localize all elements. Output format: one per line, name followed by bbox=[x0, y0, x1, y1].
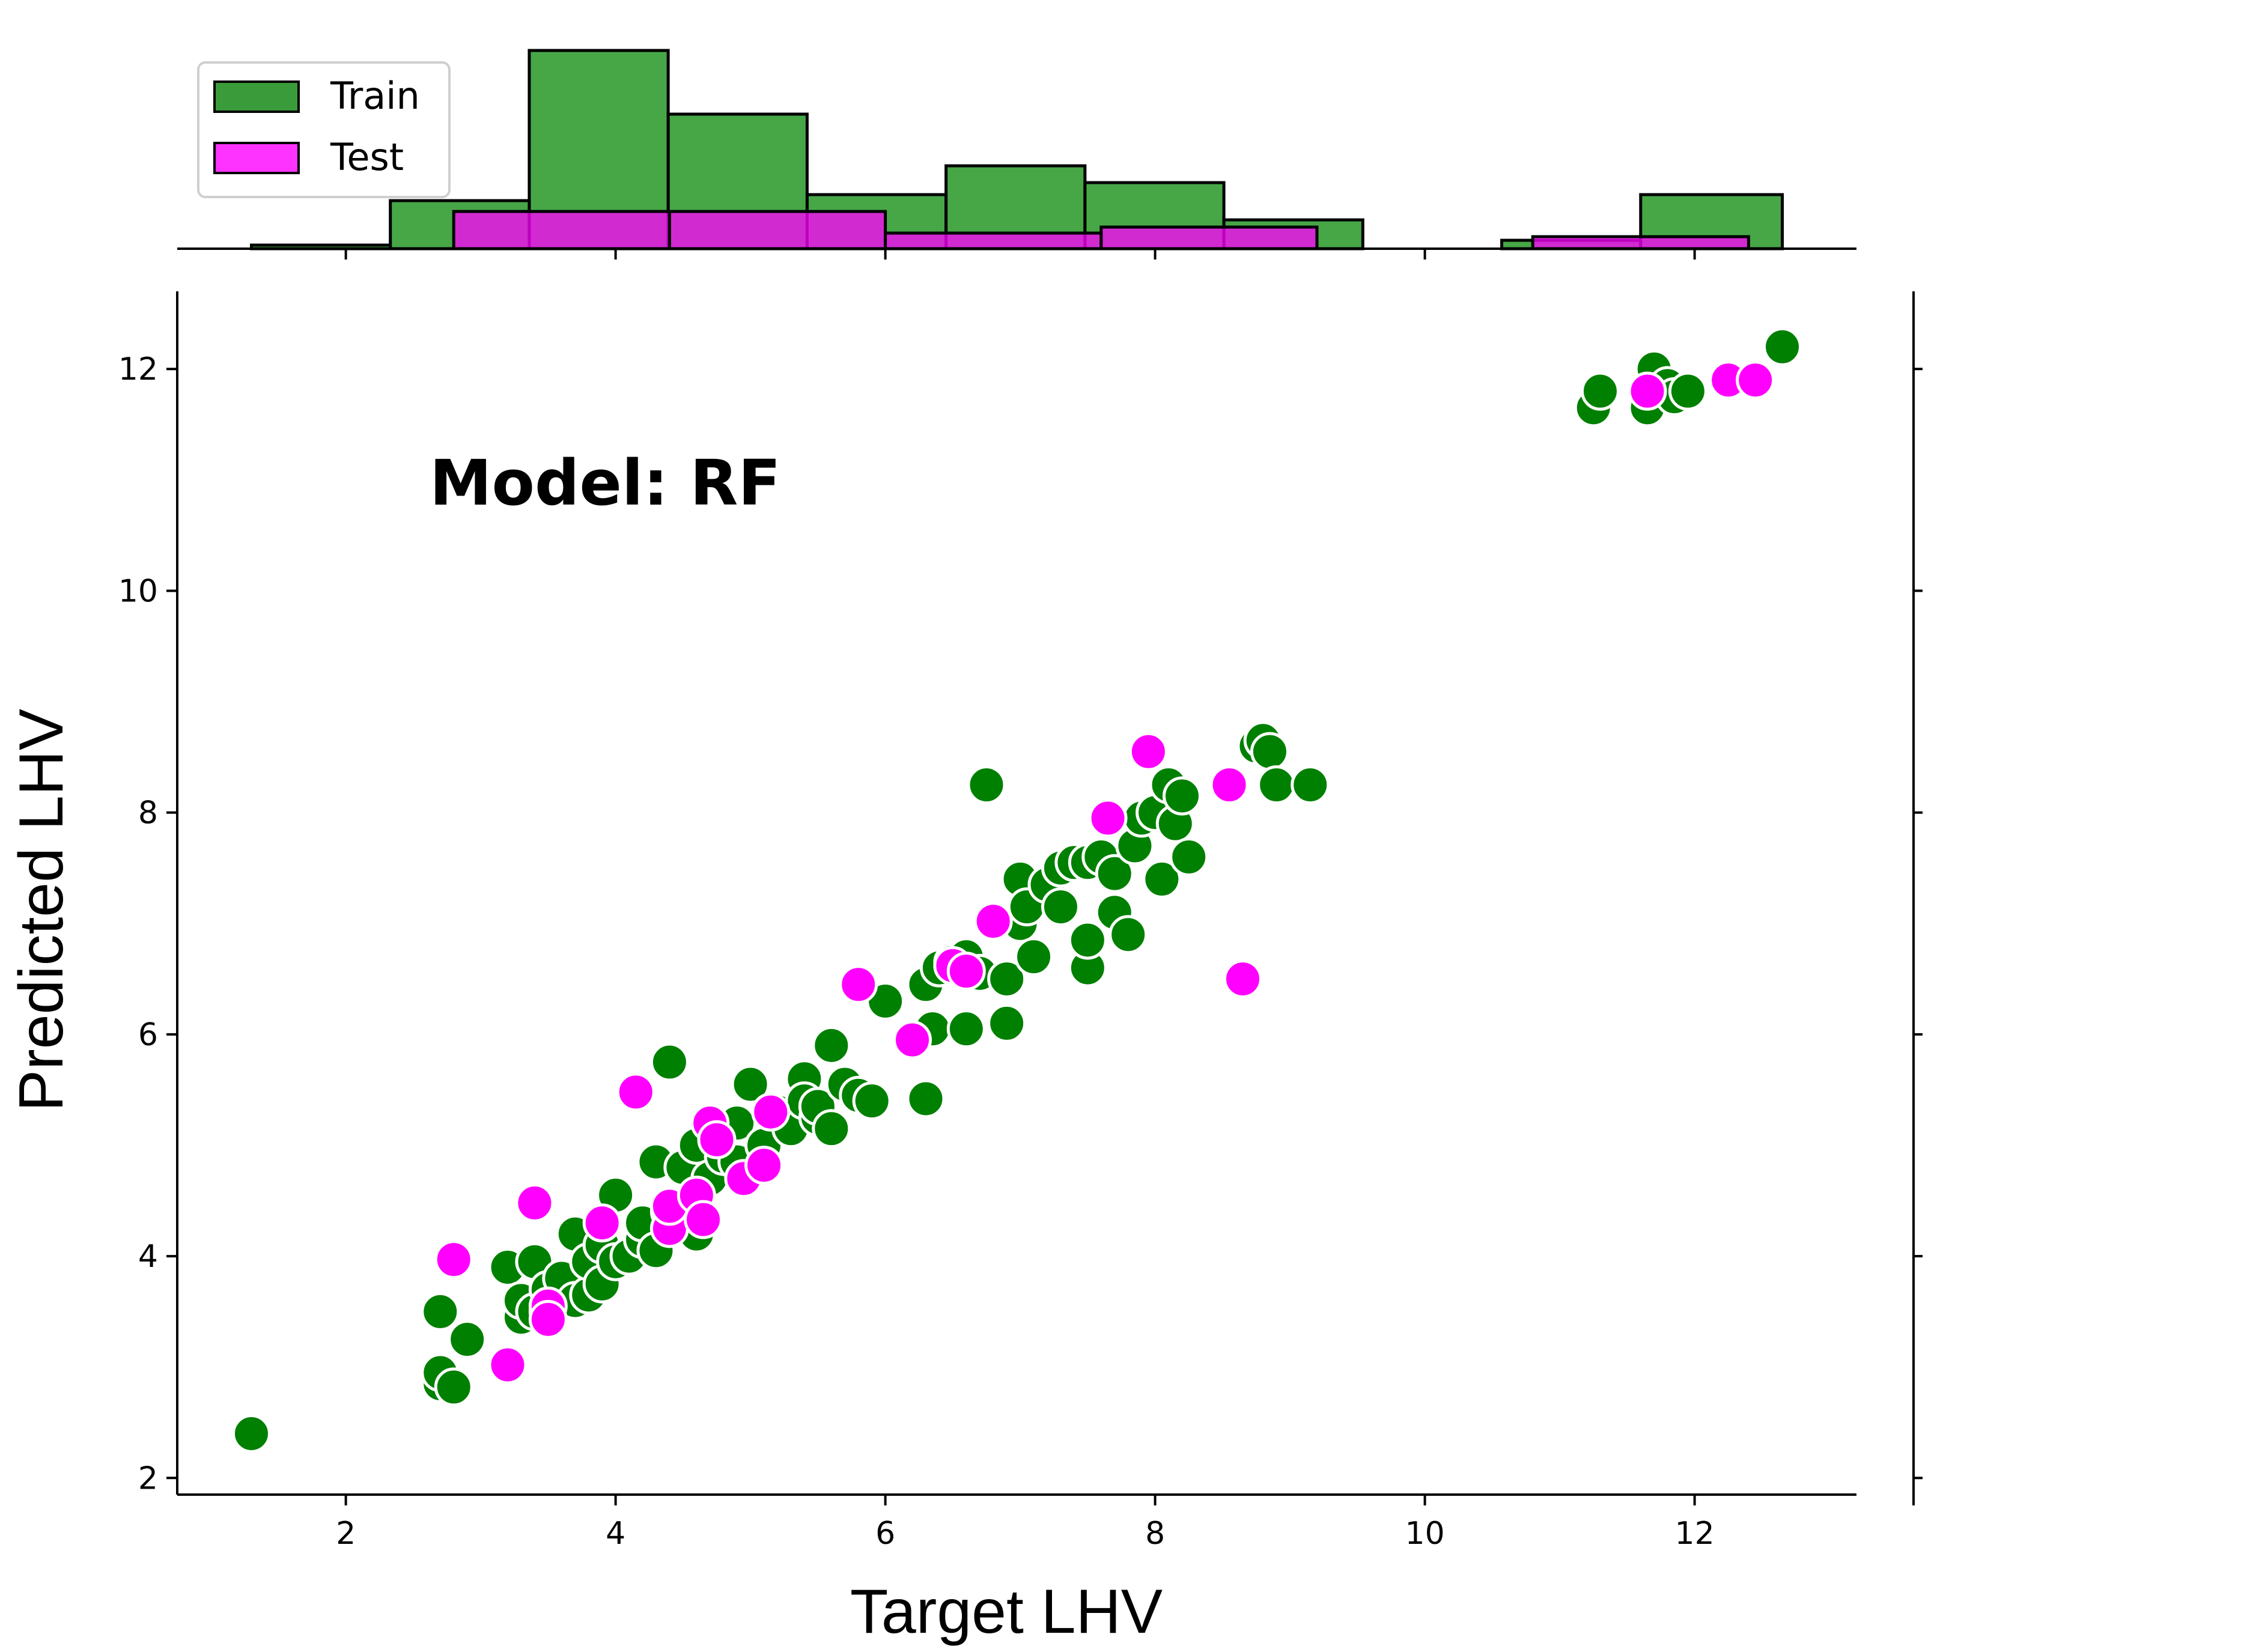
scatter-points bbox=[231, 327, 1802, 1453]
histogram-x-ticks bbox=[344, 249, 1696, 260]
data-point-train bbox=[231, 1414, 271, 1453]
y-tick-label: 8 bbox=[138, 795, 158, 831]
data-point-train bbox=[448, 1320, 487, 1359]
data-point-train bbox=[1169, 837, 1209, 877]
data-point-test bbox=[839, 965, 878, 1004]
data-point-train bbox=[1142, 859, 1182, 899]
x-tick-label: 12 bbox=[1675, 1516, 1715, 1552]
data-point-test bbox=[697, 1120, 737, 1159]
data-point-train bbox=[649, 1042, 689, 1082]
data-point-train bbox=[812, 1109, 851, 1149]
y-tick-label: 2 bbox=[138, 1460, 158, 1496]
data-point-test bbox=[1628, 371, 1667, 411]
data-point-train bbox=[731, 1064, 770, 1104]
legend-swatch-test bbox=[213, 142, 300, 174]
data-point-train bbox=[1108, 915, 1148, 955]
data-point-train bbox=[1014, 937, 1054, 977]
y-axis-ticks: 2 4 6 8 10 12 bbox=[118, 351, 1923, 1505]
data-point-test bbox=[893, 1020, 932, 1060]
histogram-bar-test bbox=[884, 231, 1103, 251]
histogram-bar-test bbox=[667, 210, 887, 251]
data-point-train bbox=[1095, 854, 1134, 893]
data-point-train bbox=[852, 1081, 892, 1121]
y-tick-label: 4 bbox=[138, 1239, 158, 1275]
data-point-test bbox=[582, 1203, 622, 1243]
data-point-train bbox=[434, 1367, 473, 1407]
y-tick-label: 12 bbox=[118, 351, 158, 387]
data-point-train bbox=[1041, 887, 1080, 927]
data-point-train bbox=[1163, 776, 1202, 816]
data-point-test bbox=[973, 902, 1013, 941]
legend-label-test: Test bbox=[330, 135, 404, 179]
x-tick-label: 2 bbox=[336, 1516, 356, 1552]
data-point-train bbox=[946, 1009, 986, 1049]
data-point-test bbox=[751, 1092, 791, 1132]
data-point-test bbox=[1223, 959, 1263, 999]
data-point-test bbox=[434, 1240, 473, 1280]
data-point-test bbox=[616, 1072, 655, 1112]
data-point-train bbox=[906, 1079, 946, 1119]
y-tick-label: 6 bbox=[138, 1017, 158, 1053]
y-tick-label: 10 bbox=[118, 573, 158, 609]
x-tick-label: 4 bbox=[606, 1516, 625, 1552]
data-point-test bbox=[1128, 732, 1168, 771]
data-point-train bbox=[421, 1292, 460, 1331]
x-tick-label: 8 bbox=[1145, 1516, 1165, 1552]
legend-swatch-train bbox=[213, 80, 300, 113]
histogram-bar-test bbox=[452, 210, 671, 251]
x-tick-label: 10 bbox=[1405, 1516, 1445, 1552]
data-point-train bbox=[812, 1025, 851, 1065]
data-point-test bbox=[528, 1299, 568, 1339]
data-point-train bbox=[967, 765, 1006, 805]
marginal-histogram bbox=[249, 49, 1784, 251]
data-point-test bbox=[744, 1146, 784, 1185]
data-point-train bbox=[1257, 765, 1297, 805]
data-point-test bbox=[1736, 360, 1775, 400]
data-point-train bbox=[1291, 765, 1330, 805]
data-point-test bbox=[1209, 765, 1249, 805]
x-tick-label: 6 bbox=[875, 1516, 895, 1552]
legend: Train Test bbox=[197, 61, 451, 198]
data-point-train bbox=[1068, 920, 1107, 960]
data-point-train bbox=[987, 1003, 1027, 1043]
legend-label-train: Train bbox=[330, 74, 420, 118]
data-point-train bbox=[1580, 371, 1620, 411]
data-point-train bbox=[1668, 371, 1707, 411]
data-point-test bbox=[515, 1183, 555, 1222]
data-point-test bbox=[946, 952, 986, 991]
data-point-train bbox=[1763, 327, 1802, 366]
x-axis-ticks: 2 4 6 8 10 12 bbox=[336, 1495, 1715, 1552]
y-axis-title: Predicted LHV bbox=[7, 709, 76, 1112]
model-annotation: Model: RF bbox=[430, 446, 781, 520]
histogram-bar-test bbox=[1531, 235, 1750, 251]
data-point-train bbox=[987, 959, 1027, 999]
data-point-test bbox=[684, 1200, 723, 1239]
data-point-train bbox=[1250, 732, 1289, 771]
data-point-test bbox=[488, 1345, 528, 1385]
histogram-bar-test bbox=[1099, 225, 1319, 251]
x-axis-title: Target LHV bbox=[850, 1577, 1163, 1647]
data-point-test bbox=[1088, 798, 1128, 838]
